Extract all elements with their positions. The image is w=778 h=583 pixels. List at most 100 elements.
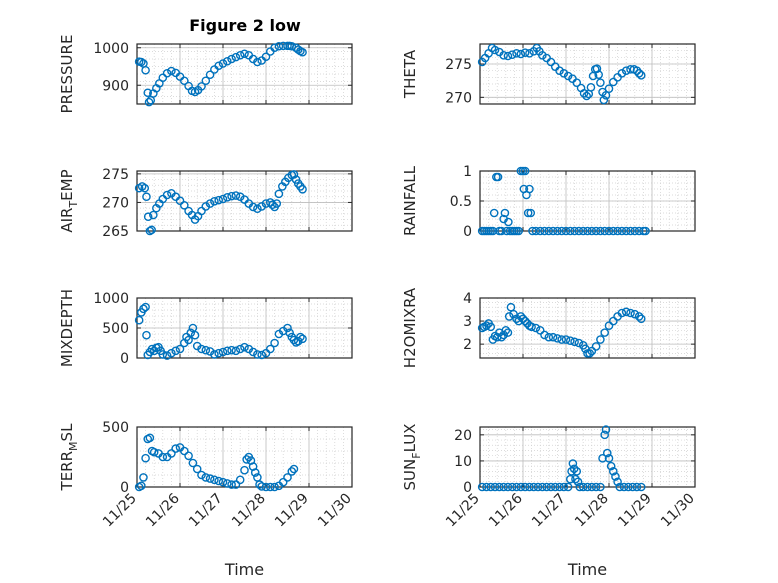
data-point <box>235 50 245 60</box>
data-point <box>218 194 228 204</box>
data-point <box>535 226 545 236</box>
data-point <box>248 347 258 357</box>
data-point <box>550 482 560 492</box>
y-tick-label: 270 <box>445 90 472 106</box>
y-tick-label: 0 <box>120 480 129 496</box>
data-point <box>227 480 236 489</box>
y-tick-label: 275 <box>102 167 129 183</box>
data-point <box>636 71 646 80</box>
data-point <box>162 351 172 360</box>
data-point <box>600 430 610 440</box>
data-point <box>201 345 211 355</box>
data-point <box>600 328 610 337</box>
data-point <box>525 49 534 58</box>
y-axis-label: THETA <box>401 49 419 99</box>
y-tick-label: 270 <box>102 195 129 211</box>
y-tick-label: 10 <box>454 454 472 470</box>
data-point <box>604 454 614 463</box>
x-tick-label: 11/29 <box>615 491 655 531</box>
panel-2: 270 275 THETA <box>401 43 696 106</box>
data-point <box>283 473 292 482</box>
x-tick-label: 11/27 <box>186 491 226 531</box>
data-point <box>184 451 193 461</box>
data-point <box>507 482 517 492</box>
data-point <box>296 332 305 342</box>
y-axis-label: SUNFLUX <box>401 424 423 491</box>
y-tick-label: 265 <box>102 224 129 240</box>
data-point <box>140 183 150 193</box>
data-point <box>555 66 564 75</box>
data-point <box>497 226 506 236</box>
data-point <box>636 482 646 492</box>
data-point <box>507 50 517 59</box>
data-point <box>214 61 223 71</box>
data-point <box>514 316 524 326</box>
data-point <box>569 464 579 474</box>
data-point <box>268 200 277 210</box>
data-point <box>503 328 513 337</box>
y-axis-label: MIXDEPTH <box>58 289 76 367</box>
data-point <box>210 350 219 359</box>
data-point <box>525 482 534 492</box>
data-point <box>591 482 601 492</box>
data-point <box>587 226 597 236</box>
data-point <box>179 76 189 86</box>
data-point <box>158 452 168 462</box>
y-tick-label: 3 <box>463 314 472 330</box>
data-point <box>512 482 521 492</box>
data-point <box>500 208 510 218</box>
data-point <box>540 330 549 340</box>
data-point <box>253 57 262 67</box>
data-point <box>240 49 249 59</box>
data-point <box>293 45 303 54</box>
axes-frame <box>136 43 353 105</box>
data-point <box>289 170 299 179</box>
data-point <box>499 51 508 60</box>
data-point <box>574 338 584 348</box>
data-point <box>533 482 543 492</box>
data-point <box>218 347 228 357</box>
data-point <box>561 335 571 344</box>
data-point <box>596 482 605 492</box>
panel-5: 0 500 1000 MIXDEPTH <box>58 289 353 367</box>
data-point <box>585 349 594 358</box>
data-point <box>531 323 541 333</box>
axes-frame <box>479 297 696 359</box>
y-tick-label: 0.5 <box>450 194 472 210</box>
data-point <box>149 447 159 457</box>
y-tick-label: 900 <box>102 78 129 94</box>
data-point <box>570 337 579 347</box>
data-point <box>274 41 284 51</box>
y-tick-label: 275 <box>445 57 472 73</box>
data-point <box>518 314 528 324</box>
data-point <box>278 41 288 51</box>
data-point <box>482 321 491 330</box>
x-tick-label: 11/25 <box>100 491 140 531</box>
data-point <box>274 189 284 199</box>
y-tick-label: 1000 <box>93 41 129 57</box>
data-point <box>503 482 513 492</box>
data-point <box>557 226 567 236</box>
data-point <box>626 308 635 318</box>
data-point <box>578 482 588 492</box>
data-point <box>261 52 271 62</box>
axes-frame <box>479 43 696 105</box>
data-point <box>141 65 150 75</box>
data-point <box>553 226 562 236</box>
data-point <box>634 226 644 236</box>
data-point <box>579 89 589 98</box>
data-point <box>242 455 251 464</box>
y-axis-label: H2OMIXRA <box>401 287 419 368</box>
data-point <box>591 226 601 236</box>
y-tick-label: 500 <box>102 420 129 436</box>
data-point <box>142 330 151 340</box>
data-point <box>158 350 168 359</box>
data-point <box>596 78 605 87</box>
data-point <box>283 323 292 333</box>
data-point <box>548 332 558 342</box>
data-point <box>289 464 299 474</box>
data-point <box>566 336 575 345</box>
data-point <box>613 477 622 487</box>
data-point <box>167 66 176 76</box>
data-point <box>538 482 547 492</box>
